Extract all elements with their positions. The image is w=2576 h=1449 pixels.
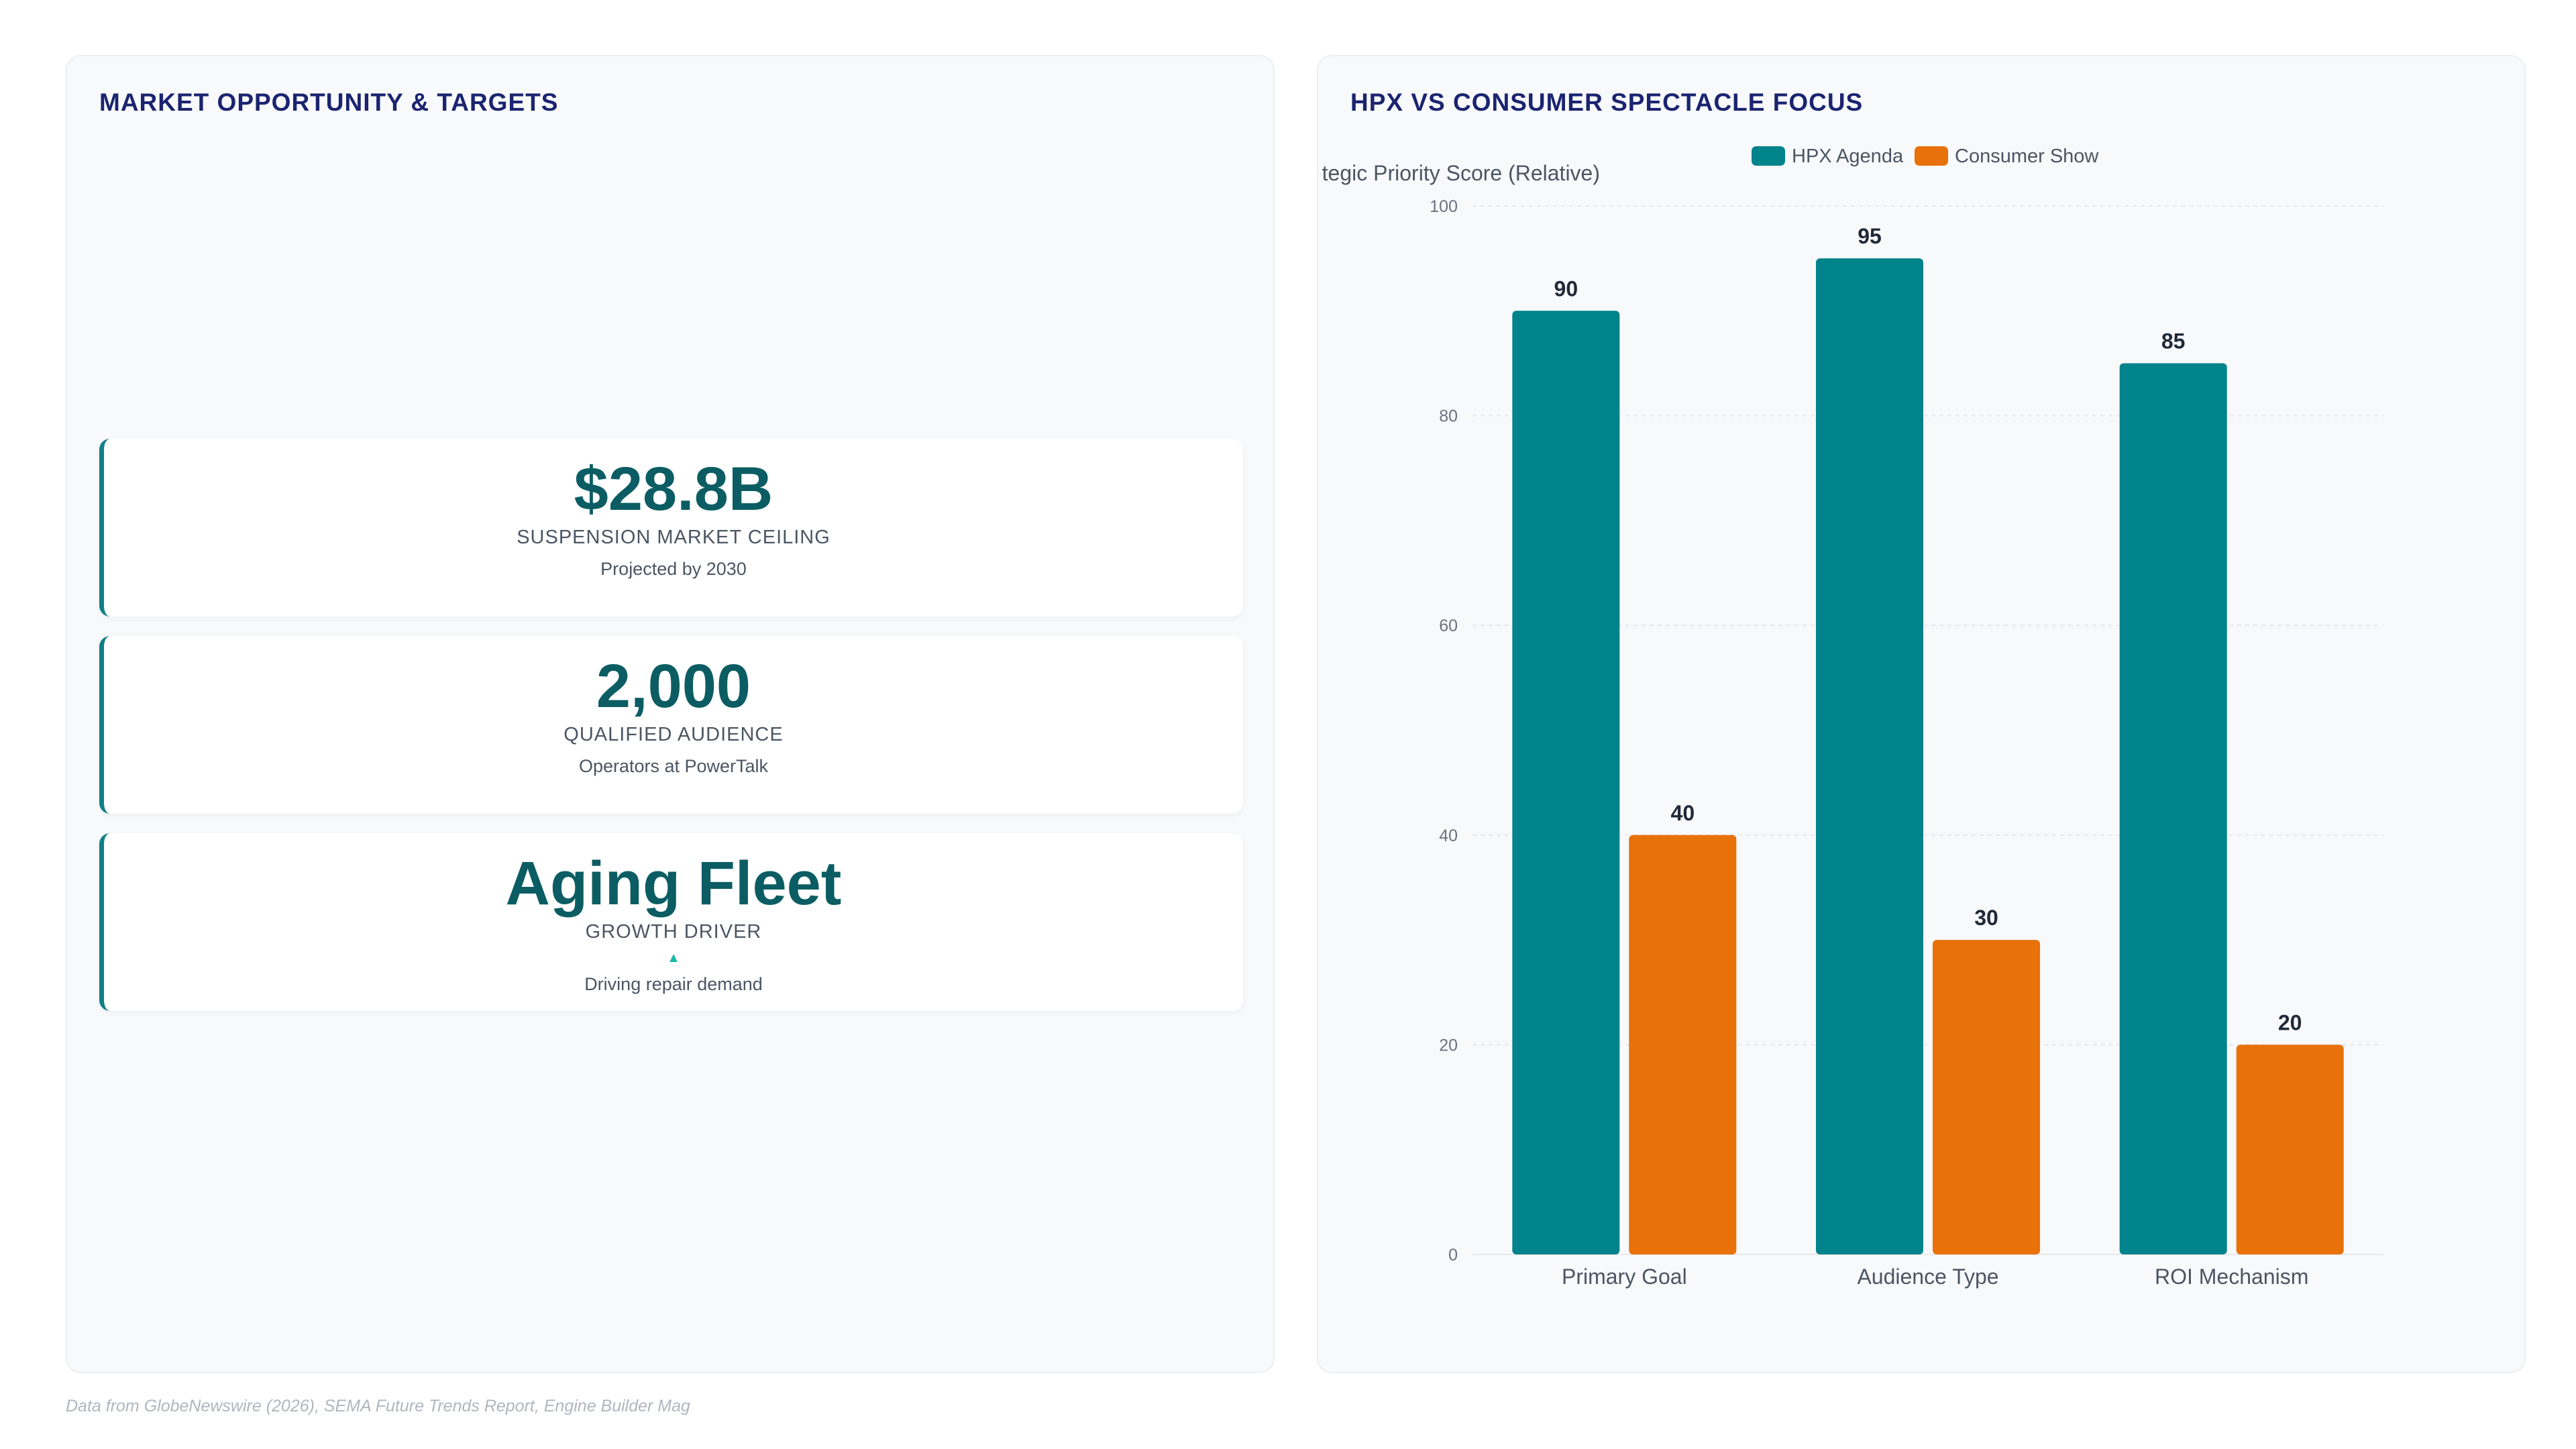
legend-label: Consumer Show bbox=[1955, 146, 2099, 167]
stat-sub: Driving repair demand bbox=[584, 974, 763, 994]
bar-chart: 0 20 40 60 80 100 tegic Priority Score (Relati… bbox=[1322, 146, 2383, 1289]
focus-comparison-panel: HPX VS CONSUMER SPECTACLE FOCUS 0 20 40 60 8… bbox=[1317, 55, 2526, 1373]
data-label: 30 bbox=[1974, 906, 1998, 930]
stat-value: $28.8B bbox=[574, 455, 773, 523]
bar bbox=[2236, 1044, 2344, 1254]
y-tick-label: 80 bbox=[1439, 407, 1458, 426]
data-label: 20 bbox=[2278, 1010, 2302, 1034]
panel-title-market: MARKET OPPORTUNITY & TARGETS bbox=[99, 89, 559, 116]
bar bbox=[1933, 940, 2040, 1254]
stat-sub: Projected by 2030 bbox=[600, 559, 747, 579]
stat-label: SUSPENSION MARKET CEILING bbox=[517, 527, 830, 548]
stat-value: 2,000 bbox=[596, 652, 751, 720]
y-tick-label: 100 bbox=[1430, 197, 1458, 216]
stat-card-qualified-audience: 2,000 QUALIFIED AUDIENCE Operators at Po… bbox=[99, 636, 1243, 814]
bar bbox=[1816, 258, 1923, 1254]
y-tick-label: 40 bbox=[1439, 826, 1458, 845]
data-label: 85 bbox=[2161, 329, 2186, 353]
legend-swatch bbox=[1915, 146, 1948, 166]
y-tick-label: 60 bbox=[1439, 616, 1458, 635]
x-tick-label: ROI Mechanism bbox=[2155, 1265, 2308, 1289]
trend-up-icon: ▲ bbox=[667, 951, 680, 965]
x-tick-label: Audience Type bbox=[1857, 1265, 1998, 1289]
market-opportunity-panel: MARKET OPPORTUNITY & TARGETS $28.8B SUSP… bbox=[66, 55, 1275, 1373]
x-tick-label: Primary Goal bbox=[1562, 1265, 1687, 1289]
stat-card-growth-driver: Aging Fleet GROWTH DRIVER ▲ Driving repa… bbox=[99, 833, 1243, 1011]
data-label: 95 bbox=[1858, 224, 1882, 248]
stat-label: QUALIFIED AUDIENCE bbox=[564, 724, 784, 745]
bar bbox=[1512, 311, 1620, 1254]
stat-sub: Operators at PowerTalk bbox=[578, 756, 769, 776]
bar bbox=[2119, 363, 2227, 1255]
panel-title-focus: HPX VS CONSUMER SPECTACLE FOCUS bbox=[1350, 89, 1864, 116]
legend-swatch bbox=[1752, 146, 1785, 166]
y-tick-label: 0 bbox=[1448, 1246, 1458, 1265]
source-footnote: Data from GlobeNewswire (2026), SEMA Fut… bbox=[66, 1397, 690, 1415]
data-label: 90 bbox=[1554, 276, 1578, 301]
stat-label: GROWTH DRIVER bbox=[585, 921, 762, 943]
stat-card-market-ceiling: $28.8B SUSPENSION MARKET CEILING Project… bbox=[99, 439, 1243, 616]
y-axis-label: tegic Priority Score (Relative) bbox=[1322, 161, 1600, 185]
legend-label: HPX Agenda bbox=[1792, 146, 1904, 167]
data-label: 40 bbox=[1671, 801, 1695, 825]
bar bbox=[1629, 835, 1737, 1254]
stat-value: Aging Fleet bbox=[505, 849, 842, 918]
y-tick-label: 20 bbox=[1439, 1036, 1458, 1055]
